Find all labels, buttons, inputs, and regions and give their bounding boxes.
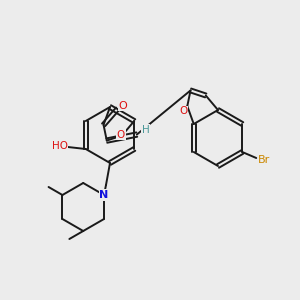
- Text: HO: HO: [52, 141, 68, 151]
- Text: N: N: [99, 190, 109, 200]
- Text: O: O: [118, 101, 127, 111]
- Text: N: N: [99, 190, 109, 200]
- Text: H: H: [142, 124, 150, 135]
- Text: Br: Br: [258, 155, 270, 165]
- Text: O: O: [179, 106, 188, 116]
- Text: O: O: [117, 130, 125, 140]
